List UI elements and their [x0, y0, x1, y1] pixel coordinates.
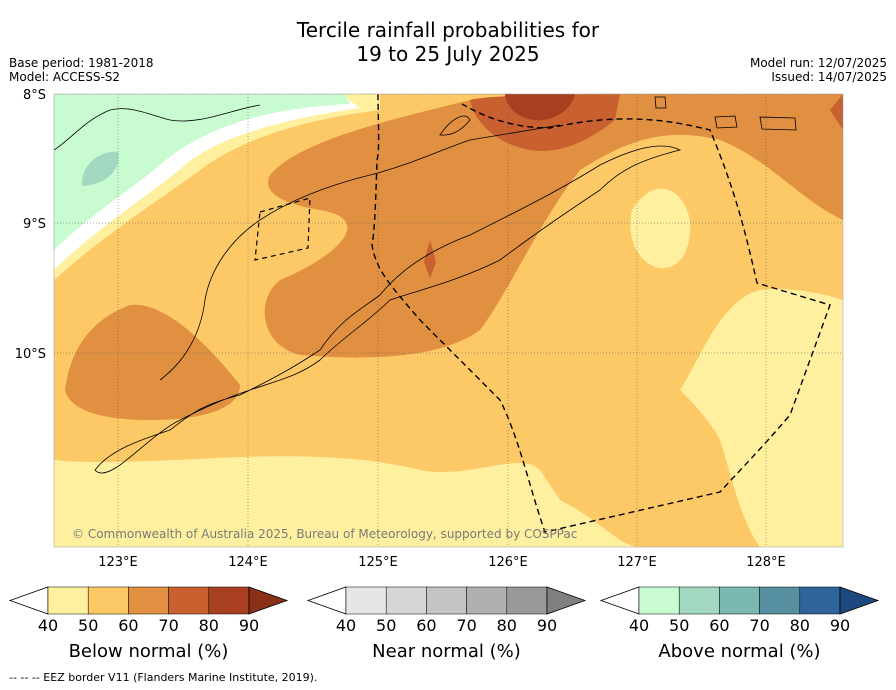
colorbar-tick-label: 80 [790, 616, 810, 635]
model-info: Base period: 1981-2018 Model: ACCESS-S2 [9, 56, 154, 84]
model-run-date: Model run: 12/07/2025 [749, 56, 887, 70]
lat-tick: 10°S [15, 347, 46, 362]
title-line-1: Tercile rainfall probabilities for [296, 18, 600, 42]
below-40-50-south [54, 456, 640, 547]
colorbar-swatch [345, 586, 387, 615]
colorbar-tick-label: 50 [78, 616, 98, 635]
below-60-70-central [264, 94, 843, 358]
lon-tick: 126°E [488, 555, 528, 570]
colorbar-swatch [799, 586, 841, 615]
island-outline [714, 115, 738, 129]
graticule [54, 94, 843, 547]
flores-coastline [54, 104, 261, 151]
colorbar-swatch [208, 586, 250, 615]
colorbar-swatch [759, 586, 801, 615]
north-coastline [159, 124, 561, 381]
colorbar-tick-label: 50 [669, 616, 689, 635]
colorbar-label: Below normal (%) [69, 641, 229, 662]
colorbar-tick-label: 60 [709, 616, 729, 635]
colorbar-high-extend [839, 586, 880, 615]
below-70-80-north [470, 94, 620, 151]
eez-border-west [254, 197, 311, 261]
below-40-50-patch [630, 188, 691, 269]
colorbar-swatch [719, 586, 760, 615]
timor-coastline [94, 145, 682, 474]
colorbar-tick-label: 90 [830, 616, 850, 635]
colorbar-tick-label: 90 [239, 616, 259, 635]
title-line-2: 19 to 25 July 2025 [356, 42, 540, 66]
colorbar-high-extend [546, 586, 587, 615]
above-50-60-region [54, 94, 350, 250]
map-title: Tercile rainfall probabilities for 19 to… [0, 18, 896, 66]
island-outline [759, 116, 797, 131]
run-info: Model run: 12/07/2025 Issued: 14/07/2025 [750, 56, 887, 84]
colorbar-tick-label: 70 [749, 616, 769, 635]
lat-tick: 8°S [23, 88, 46, 103]
colorbar-2: 40 50 60 70 80 90 Above normal (%) [599, 586, 880, 662]
colorbar-tick-label: 40 [38, 616, 58, 635]
above-60-70-region [81, 151, 119, 186]
colorbar-tick-label: 70 [456, 616, 476, 635]
colorbar-tick-label: 50 [376, 616, 396, 635]
lon-tick-labels: 123°E 124°E 125°E 126°E 127°E 128°E [98, 555, 786, 570]
colorbar-swatch [128, 586, 169, 615]
colorbar-tick-label: 80 [199, 616, 219, 635]
lat-tick-labels: 8°S 9°S 10°S [15, 88, 46, 362]
colorbar-tick-label: 40 [336, 616, 356, 635]
colorbar-tick-label: 60 [416, 616, 436, 635]
island-outline [654, 96, 667, 109]
lon-tick: 123°E [98, 555, 138, 570]
colorbar-low-extend [306, 586, 347, 615]
colorbar-tick-label: 60 [118, 616, 138, 635]
lon-tick: 128°E [746, 555, 786, 570]
issued-date: Issued: 14/07/2025 [771, 70, 887, 84]
colorbar-label: Near normal (%) [372, 641, 521, 662]
lon-tick: 124°E [228, 555, 268, 570]
colorbar-swatch [506, 586, 548, 615]
colorbar-group: 40 50 60 70 80 90 Below normal (%) 40 50 60 70 80 90… [8, 586, 880, 662]
colorbar-low-extend [599, 586, 640, 615]
below-70-80-spot [424, 240, 436, 278]
colorbar-swatch [168, 586, 210, 615]
colorbar-tick-label: 40 [629, 616, 649, 635]
colorbar-high-extend [248, 586, 289, 615]
colorbar-low-extend [8, 586, 49, 615]
eez-border [371, 94, 831, 533]
below-80-90-north [505, 94, 575, 121]
colorbar-swatch [47, 586, 89, 615]
colorbar-swatch [678, 586, 720, 615]
colorbar-swatch [466, 586, 508, 615]
below-60-70-southwest [65, 304, 240, 420]
base-period: Base period: 1981-2018 [9, 56, 154, 70]
colorbar-1: 40 50 60 70 80 90 Near normal (%) [306, 586, 587, 662]
colorbar-swatch [87, 586, 129, 615]
colorbar-0: 40 50 60 70 80 90 Below normal (%) [8, 586, 289, 662]
below-40-50-east [680, 288, 843, 547]
colorbar-swatch [638, 586, 680, 615]
model-name: Model: ACCESS-S2 [9, 70, 121, 84]
eez-legend-note: -- -- -- EEZ border V11 (Flanders Marine… [9, 671, 318, 684]
colorbar-tick-label: 80 [497, 616, 517, 635]
colorbar-swatch [426, 586, 467, 615]
lat-tick: 9°S [23, 217, 46, 232]
colorbar-tick-label: 90 [537, 616, 557, 635]
island-outline [439, 115, 471, 136]
below-70-80-east-corner [830, 94, 843, 130]
lon-tick: 127°E [617, 555, 657, 570]
colorbar-tick-label: 70 [158, 616, 178, 635]
map-frame [53, 93, 844, 548]
colorbar-swatch [385, 586, 427, 615]
colorbar-label: Above normal (%) [658, 641, 820, 662]
copyright-notice: © Commonwealth of Australia 2025, Bureau… [72, 527, 577, 541]
lon-tick: 125°E [358, 555, 398, 570]
probability-field [54, 94, 843, 547]
